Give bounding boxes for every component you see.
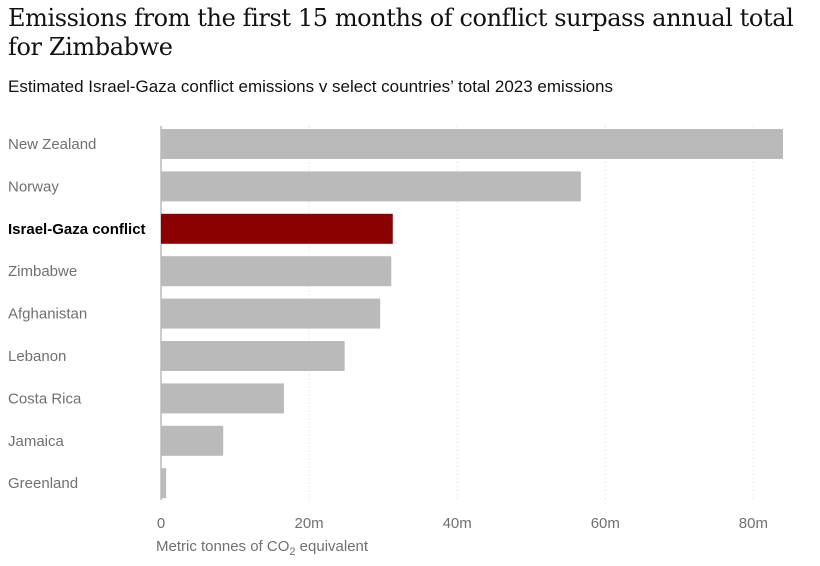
chart-subtitle: Estimated Israel-Gaza conflict emissions… [8,77,614,96]
bar-israel-gaza-conflict [161,213,393,244]
bar-new-zealand [161,129,783,159]
x-axis-title-suffix: equivalent [296,538,369,555]
x-tick-label: 20m [295,515,324,532]
x-tick-label: 0 [157,515,165,532]
category-label-new-zealand: New Zealand [8,136,96,153]
category-label-zimbabwe: Zimbabwe [8,263,77,280]
bar-lebanon [161,341,345,371]
bar-greenland [161,468,167,499]
x-tick-layer: 0 20m 40m 60m 80m [157,515,768,532]
x-tick-label: 80m [739,515,768,532]
bar-layer [161,129,783,499]
chart-title: Emissions from the first 15 months of co… [8,4,794,61]
category-label-israel-gaza-conflict: Israel-Gaza conflict [8,221,146,238]
x-axis-title: Metric tonnes of CO2 equivalent [156,538,369,558]
x-axis-title-subscript: 2 [289,546,295,558]
category-label-afghanistan: Afghanistan [8,306,87,323]
bar-costa-rica [161,383,284,414]
bar-norway [161,171,581,202]
category-label-layer: New Zealand Norway Israel-Gaza conflict Zim… [8,136,146,492]
x-axis-title-prefix: Metric tonnes of CO [156,538,289,555]
category-label-jamaica: Jamaica [8,433,65,450]
category-label-lebanon: Lebanon [8,348,66,365]
bar-jamaica [161,425,224,456]
x-tick-label: 60m [591,515,620,532]
bar-afghanistan [161,298,381,329]
category-label-costa-rica: Costa Rica [8,390,82,407]
bar-zimbabwe [161,256,392,287]
category-label-greenland: Greenland [8,475,78,492]
x-tick-label: 40m [443,515,472,532]
category-label-norway: Norway [8,178,59,195]
